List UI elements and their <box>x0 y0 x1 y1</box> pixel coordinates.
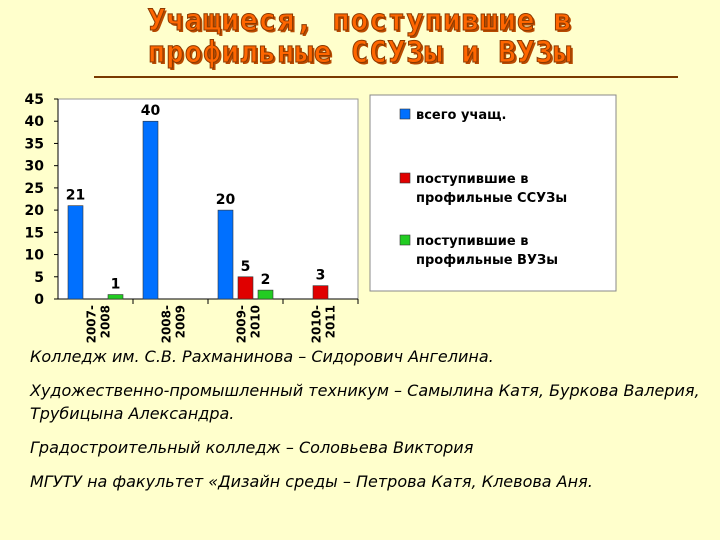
data-label: 21 <box>66 188 85 204</box>
title-line-2: профильные ССУЗы и ВУЗы <box>147 35 573 69</box>
bar <box>312 285 329 300</box>
legend-entry: поступившие в профильные ССУЗы <box>416 172 567 206</box>
data-label: 40 <box>141 103 161 119</box>
note-rachmaninov-college: Колледж им. С.В. Рахманинова – Сидорович… <box>30 347 494 366</box>
legend-swatch <box>399 172 411 184</box>
y-tick-label: 45 <box>25 92 44 108</box>
note-urban-planning-college: Градостроительный колледж – Соловьева Ви… <box>30 438 474 457</box>
bar <box>142 120 159 300</box>
x-tick-label: 2008-2009 <box>160 305 188 343</box>
legend-swatch <box>399 108 411 120</box>
bar <box>67 205 84 300</box>
y-tick-label: 40 <box>25 114 45 130</box>
legend-entry: поступившие в профильные ВУЗы <box>416 234 558 268</box>
bar <box>237 276 254 300</box>
legend-entry: всего учащ. <box>416 108 506 123</box>
data-label: 5 <box>241 259 251 275</box>
bar-chart: 0510152025303540452112007-2008402008-200… <box>25 92 617 343</box>
notes-block: Колледж им. С.В. Рахманинова – Сидорович… <box>30 345 700 504</box>
y-tick-label: 35 <box>25 136 44 152</box>
data-label: 3 <box>316 268 326 284</box>
x-tick-label: 2010-2011 <box>310 305 338 343</box>
y-tick-label: 10 <box>25 248 45 264</box>
legend-box <box>369 94 617 292</box>
y-tick-label: 15 <box>25 225 44 241</box>
title-underline <box>94 76 678 78</box>
note-mgutu: МГУТУ на факультет «Дизайн среды – Петро… <box>30 472 593 491</box>
bar <box>107 294 124 300</box>
y-tick-label: 20 <box>25 203 45 219</box>
y-tick-label: 0 <box>34 292 44 308</box>
x-tick-label: 2009-2010 <box>235 305 263 343</box>
data-label: 20 <box>216 192 236 208</box>
y-tick-label: 25 <box>25 181 44 197</box>
legend-swatch <box>399 234 411 246</box>
bar <box>257 289 274 300</box>
y-tick-label: 5 <box>34 270 44 286</box>
bar <box>217 209 234 300</box>
title-line-1: Учащиеся, поступившие в <box>147 3 573 37</box>
note-art-industrial-technikum: Художественно-промышленный техникум – Са… <box>30 381 700 423</box>
plot-area <box>57 98 359 300</box>
data-label: 2 <box>261 272 271 288</box>
y-tick-label: 30 <box>25 159 45 175</box>
data-label: 1 <box>111 277 121 293</box>
x-tick-label: 2007-2008 <box>85 305 113 343</box>
